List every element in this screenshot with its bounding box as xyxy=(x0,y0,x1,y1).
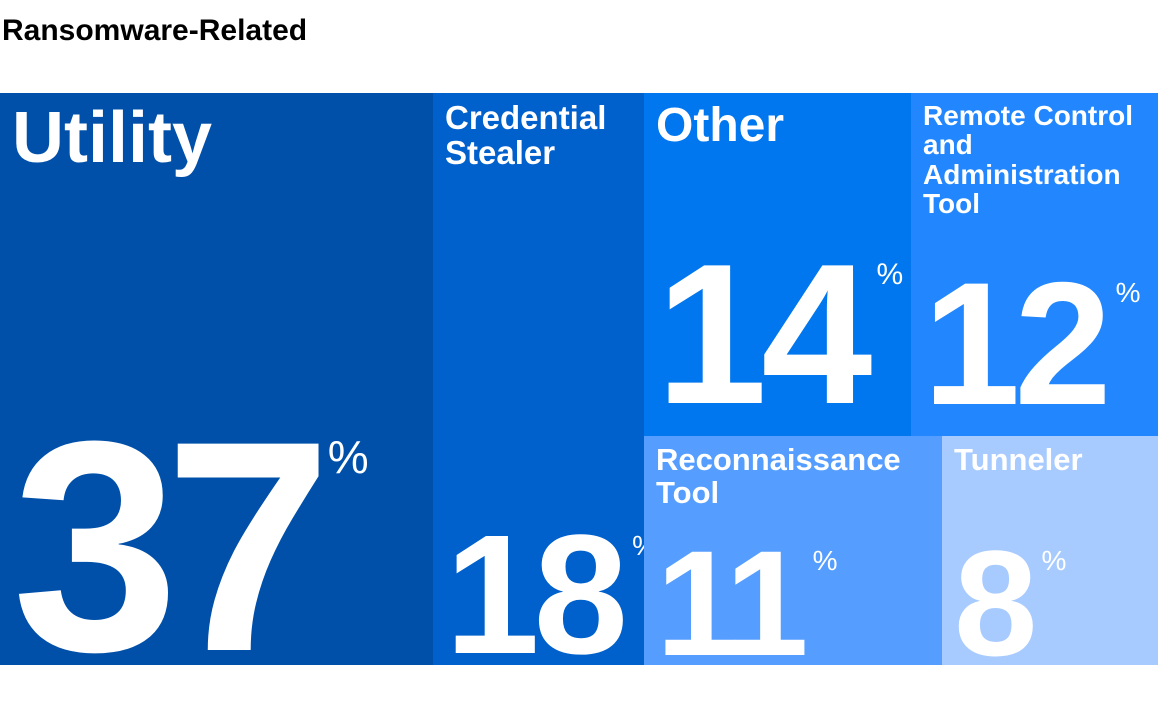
tile-value: 8 xyxy=(954,518,1037,687)
tile-value: 14 xyxy=(656,223,872,446)
value-row: 11 % xyxy=(656,518,932,687)
tile-value: 18 xyxy=(445,499,628,690)
tile-credential-stealer: Credential Stealer 18 % xyxy=(433,93,657,690)
percent-sign: % xyxy=(1115,276,1141,308)
percent-sign: % xyxy=(1041,544,1067,576)
value-row: 12 % xyxy=(923,246,1148,442)
percent-sign: % xyxy=(327,431,369,483)
tile-label: Utility xyxy=(12,98,213,178)
value-row: 14 % xyxy=(656,223,904,446)
percent-sign: % xyxy=(812,544,838,576)
tile-tunneler: Tunneler 8 % xyxy=(942,436,1158,687)
tile-label: Tunneler xyxy=(954,442,1083,477)
tile-reconnaissance-tool: Reconnaissance Tool 11 % xyxy=(644,436,942,687)
percent-sign: % xyxy=(876,258,904,291)
tile-label: Credential Stealer xyxy=(445,99,607,171)
tile-value: 11 xyxy=(656,518,809,687)
tile-remote-control: Remote Control and Administration Tool 1… xyxy=(911,93,1158,436)
tile-utility: Utility 37 % xyxy=(0,93,433,714)
value-row: 37 % xyxy=(12,378,423,714)
value-row: 8 % xyxy=(954,518,1148,687)
tile-label: Remote Control and Administration Tool xyxy=(923,100,1133,220)
tile-label: Reconnaissance Tool xyxy=(656,442,901,510)
tile-label: Other xyxy=(656,99,785,152)
tile-value: 12 xyxy=(923,246,1112,442)
value-row: 18 % xyxy=(445,499,657,690)
tile-value: 37 xyxy=(12,378,332,714)
chart-title: Ransomware-Related xyxy=(2,14,308,47)
tile-other: Other 14 % xyxy=(644,93,911,436)
